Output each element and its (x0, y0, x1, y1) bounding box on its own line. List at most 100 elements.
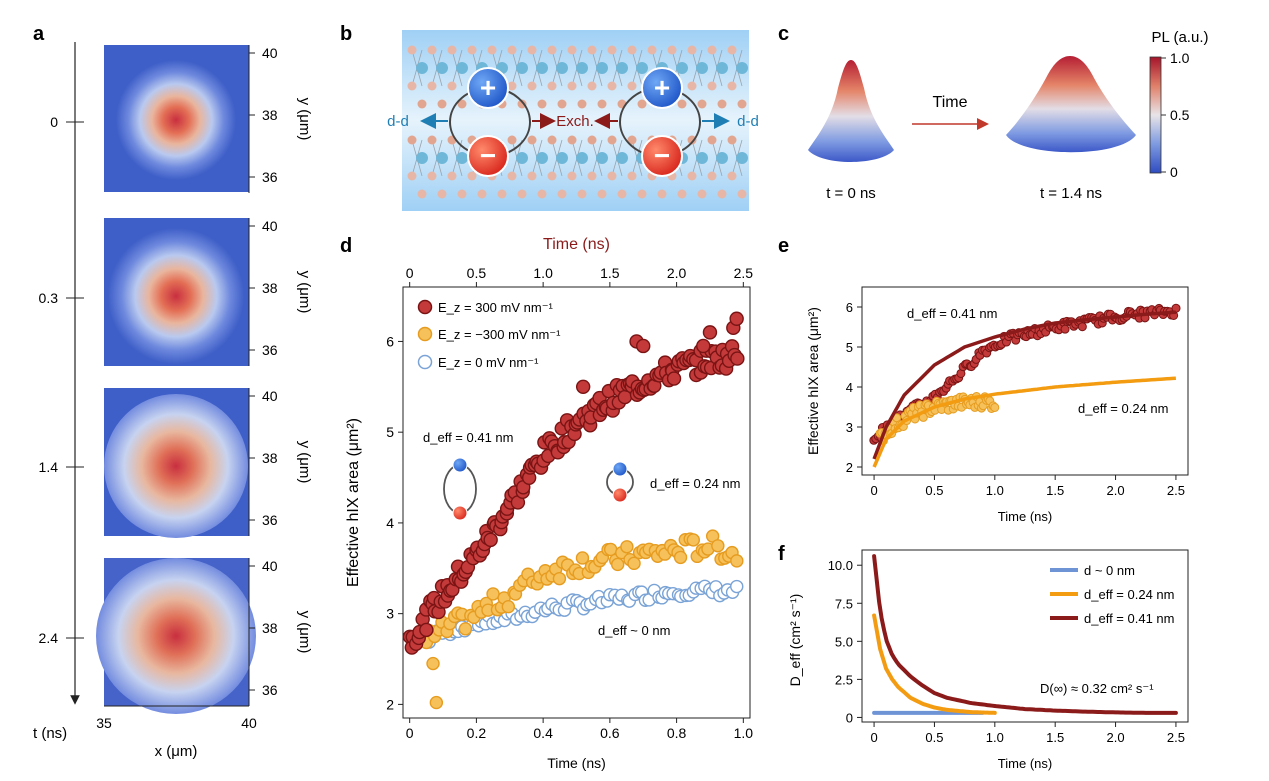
x-axis-label: Time (ns) (998, 756, 1052, 771)
legend-marker (417, 354, 433, 370)
minus-sign: − (654, 140, 670, 171)
lattice-atom (437, 99, 447, 109)
data-point (419, 622, 434, 638)
x-tick-label: 1.0 (986, 730, 1004, 745)
annotation-deff-0: d_eff ~ 0 nm (598, 623, 670, 638)
lattice-atom (407, 45, 417, 55)
panel-a-y-axes: 40 38 36 y (μm) 40 38 36 y (μm) 40 38 36 y (μm) 40 38… (248, 45, 313, 706)
data-point (627, 556, 641, 571)
lattice-atom (556, 62, 568, 74)
time-tick-0: 0 (50, 114, 84, 130)
electron-icon (452, 505, 468, 521)
lattice-atom (696, 152, 708, 164)
panel-label-a: a (33, 23, 45, 45)
x-tick-label: 0.2 (467, 725, 487, 741)
hole-left: + (467, 67, 509, 109)
annotation-deff-041: d_eff = 0.41 nm (423, 430, 513, 445)
data-point (990, 402, 1000, 412)
x-tick-label: 0.5 (925, 483, 943, 498)
x-tick-label: 1.0 (734, 725, 754, 741)
lattice-atom (736, 62, 748, 74)
lattice-atom (707, 81, 717, 91)
y-tick-label: 6 (386, 333, 394, 349)
heterostructure-background (402, 30, 749, 211)
panel-label-f: f (778, 543, 785, 565)
data-point (575, 551, 590, 565)
lattice-atom (537, 189, 547, 199)
lattice-atom (516, 152, 528, 164)
x-tick-label: 0.5 (925, 730, 943, 745)
x-tick-label: 0.6 (600, 725, 620, 741)
lattice-atom (716, 62, 728, 74)
lattice-atom (607, 81, 617, 91)
panel-label-b: b (340, 23, 352, 45)
lattice-atom (507, 45, 517, 55)
lattice-atom (707, 171, 717, 181)
data-point (666, 371, 682, 386)
x-tick-35: 35 (96, 715, 112, 731)
lattice-atom (527, 45, 537, 55)
x-tick-label: 1.5 (1046, 483, 1064, 498)
lattice-atom (707, 135, 717, 145)
lattice-atom (596, 62, 608, 74)
y-axis-label: y (μm) (296, 611, 313, 654)
lattice-atom (687, 171, 697, 181)
lattice-atom (687, 81, 697, 91)
x-tick-label: 1.5 (1046, 730, 1064, 745)
lattice-atom (547, 171, 557, 181)
electron-icon (612, 487, 628, 503)
lattice-atom (636, 62, 648, 74)
data-point (426, 656, 440, 671)
data-point (1077, 322, 1087, 332)
panel-label-e: e (778, 235, 789, 257)
lattice-atom (427, 81, 437, 91)
panel-e-chart: 0 0.5 1.0 1.5 2.0 2.5 2 3 4 5 6 Time (ns) Effective … (805, 286, 1189, 524)
lattice-atom (507, 81, 517, 91)
annotation-deff-024: d_eff = 0.24 nm (650, 476, 740, 491)
data-point (620, 540, 634, 554)
colorbar-tick: 0.5 (1170, 107, 1190, 123)
dd-label-left: d-d (387, 113, 409, 130)
legend-label: E_z = −300 mV nm⁻¹ (438, 327, 561, 342)
data-point (729, 311, 744, 326)
data-point (458, 622, 473, 636)
lattice-atom (736, 152, 748, 164)
x-tick-label: 2.0 (1107, 730, 1125, 745)
x-tick-label: 1.0 (986, 483, 1004, 498)
hole-right: + (641, 67, 683, 109)
lattice-atom (627, 171, 637, 181)
pl-image-t03 (104, 218, 249, 366)
exch-label: Exch. (556, 113, 594, 130)
pl-image-t14 (104, 388, 249, 538)
legend-marker (417, 299, 433, 315)
y-tick-label: 40 (262, 558, 278, 574)
lattice-atom (447, 171, 457, 181)
y-tick-label: 36 (262, 169, 278, 185)
data-point (552, 571, 567, 586)
plus-sign: + (480, 72, 496, 103)
lattice-atom (727, 171, 737, 181)
x-tick-label: 0 (406, 725, 414, 741)
electron-right: − (641, 135, 683, 177)
lattice-atom (427, 171, 437, 181)
time-tick-label: 2.4 (39, 630, 59, 646)
lattice-atom (596, 152, 608, 164)
x-tick-label: 2.5 (1167, 483, 1185, 498)
data-point (483, 532, 498, 548)
y-tick-label: 5.0 (835, 634, 853, 649)
x-tick-label: 1.5 (600, 265, 620, 281)
data-point (730, 579, 744, 594)
pl-image-t24 (96, 558, 256, 714)
legend-marker (417, 326, 433, 342)
y-tick-label: 36 (262, 512, 278, 528)
lattice-atom (727, 81, 737, 91)
lattice-atom (727, 45, 737, 55)
y-axis-label: Effective hIX area (μm²) (805, 307, 821, 455)
lattice-atom (617, 189, 627, 199)
data-point (1171, 303, 1181, 313)
lattice-atom (527, 135, 537, 145)
lattice-atom (687, 45, 697, 55)
lattice-atom (407, 81, 417, 91)
lattice-atom (516, 62, 528, 74)
lattice-atom (557, 189, 567, 199)
